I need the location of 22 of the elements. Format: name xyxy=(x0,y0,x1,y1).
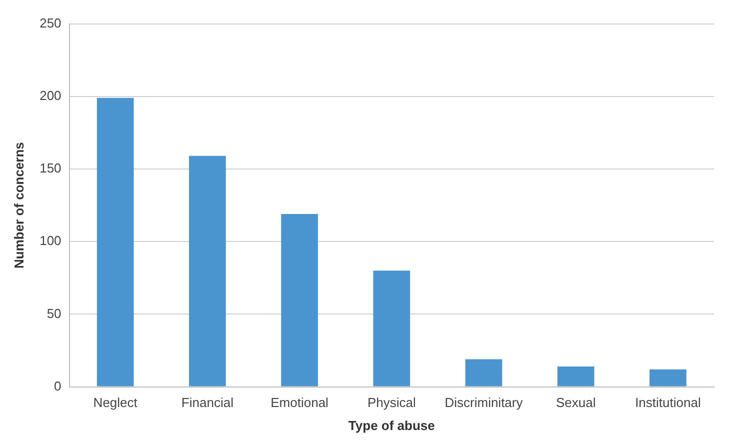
y-tick-label: 150 xyxy=(40,160,62,176)
x-tick-label: Neglect xyxy=(93,395,138,410)
bar xyxy=(373,270,410,386)
bar xyxy=(557,366,594,386)
bar xyxy=(96,98,134,386)
y-tick-label: 200 xyxy=(40,88,62,103)
x-tick-label: Financial xyxy=(181,395,234,410)
x-axis-title: Type of abuse xyxy=(348,418,435,433)
bar xyxy=(465,359,502,386)
y-tick-label: 250 xyxy=(40,15,62,30)
x-tick-label: Physical xyxy=(367,395,416,410)
x-tick-label: Sexual xyxy=(556,395,596,410)
bar xyxy=(650,369,686,386)
y-tick-label: 0 xyxy=(54,378,62,394)
bar xyxy=(189,156,226,386)
y-tick-label: 100 xyxy=(40,233,62,248)
y-tick-label: 50 xyxy=(46,306,62,321)
x-tick-label: Emotional xyxy=(270,395,329,410)
bar xyxy=(281,214,318,386)
y-axis-title: Number of concerns xyxy=(11,142,26,269)
x-tick-label: Discriminitary xyxy=(444,395,524,410)
x-tick-label: Institutional xyxy=(635,395,701,410)
